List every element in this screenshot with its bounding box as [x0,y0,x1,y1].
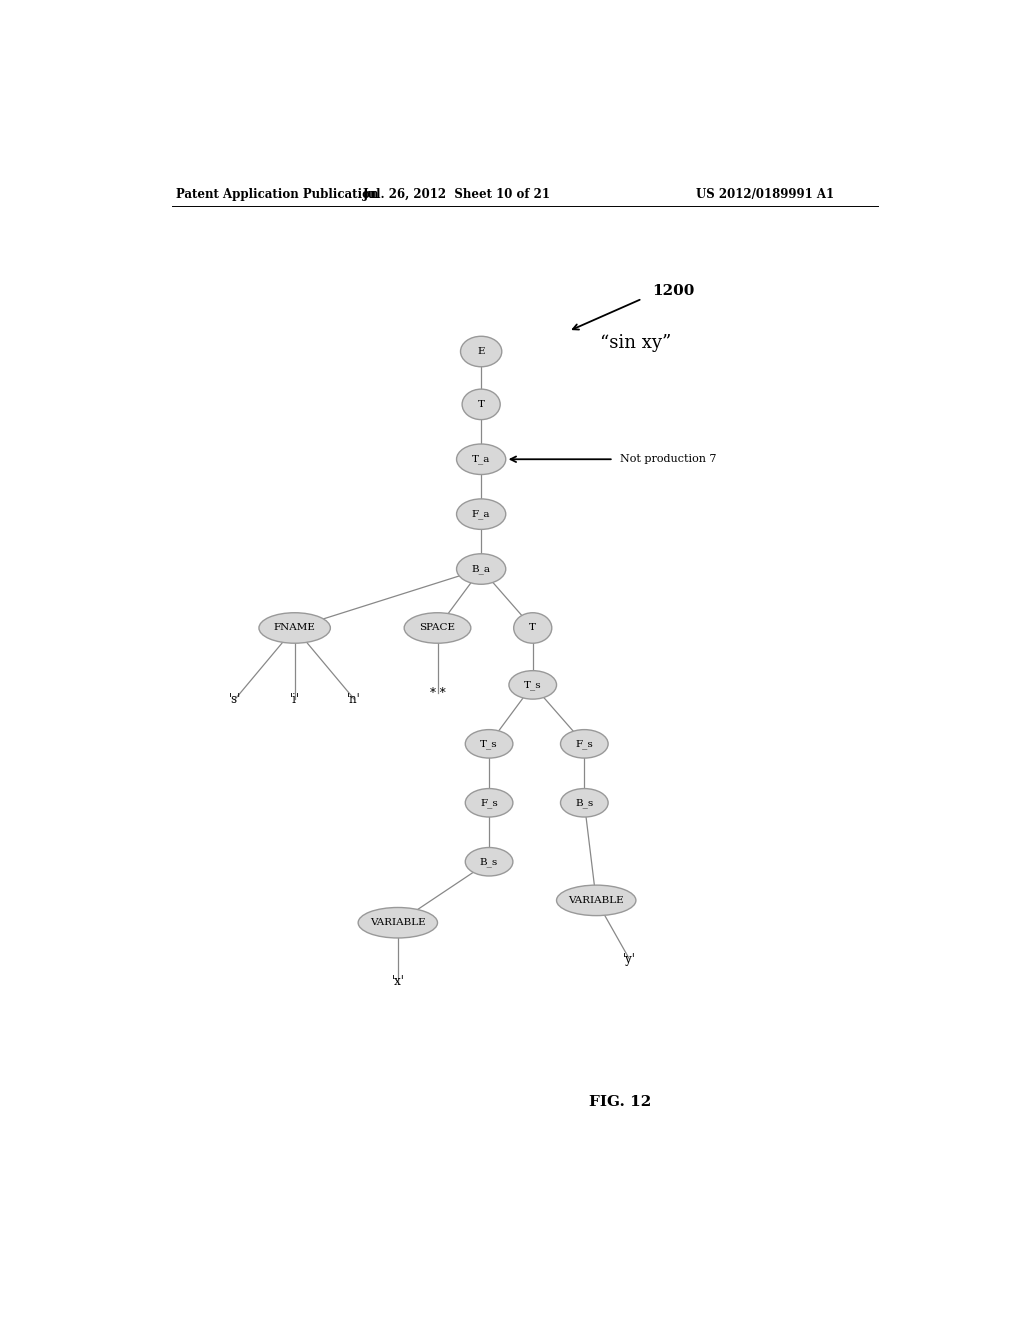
Text: T_s: T_s [524,680,542,690]
Text: F_s: F_s [480,799,498,808]
Text: * *: * * [430,686,445,700]
Text: 's': 's' [229,693,242,706]
Text: F_a: F_a [472,510,490,519]
Text: Patent Application Publication: Patent Application Publication [176,189,378,202]
Text: F_s: F_s [575,739,593,748]
Text: 1200: 1200 [652,284,694,297]
Ellipse shape [462,389,500,420]
Text: US 2012/0189991 A1: US 2012/0189991 A1 [696,189,835,202]
Ellipse shape [560,730,608,758]
Text: B_s: B_s [480,857,499,867]
Ellipse shape [465,788,513,817]
Ellipse shape [457,499,506,529]
Text: FNAME: FNAME [273,623,315,632]
Text: B_a: B_a [472,564,490,574]
Text: 'n': 'n' [347,693,361,706]
Ellipse shape [556,886,636,916]
Text: Not production 7: Not production 7 [620,454,717,465]
Text: 'y': 'y' [624,953,636,966]
Ellipse shape [465,730,513,758]
Text: E: E [477,347,485,356]
Text: T_a: T_a [472,454,490,465]
Text: T: T [477,400,484,409]
Ellipse shape [461,337,502,367]
Text: VARIABLE: VARIABLE [370,919,426,927]
Text: SPACE: SPACE [420,623,456,632]
Ellipse shape [457,554,506,585]
Ellipse shape [514,612,552,643]
Ellipse shape [358,907,437,939]
Text: 'i': 'i' [290,693,300,706]
Text: Jul. 26, 2012  Sheet 10 of 21: Jul. 26, 2012 Sheet 10 of 21 [364,189,551,202]
Ellipse shape [465,847,513,876]
Text: T: T [529,623,537,632]
Text: B_s: B_s [575,799,594,808]
Text: 'x': 'x' [391,975,404,989]
Text: VARIABLE: VARIABLE [568,896,624,906]
Ellipse shape [509,671,557,700]
Ellipse shape [457,444,506,474]
Ellipse shape [259,612,331,643]
Text: “sin xy”: “sin xy” [600,334,672,352]
Ellipse shape [560,788,608,817]
Ellipse shape [404,612,471,643]
Text: FIG. 12: FIG. 12 [589,1094,651,1109]
Text: T_s: T_s [480,739,498,748]
